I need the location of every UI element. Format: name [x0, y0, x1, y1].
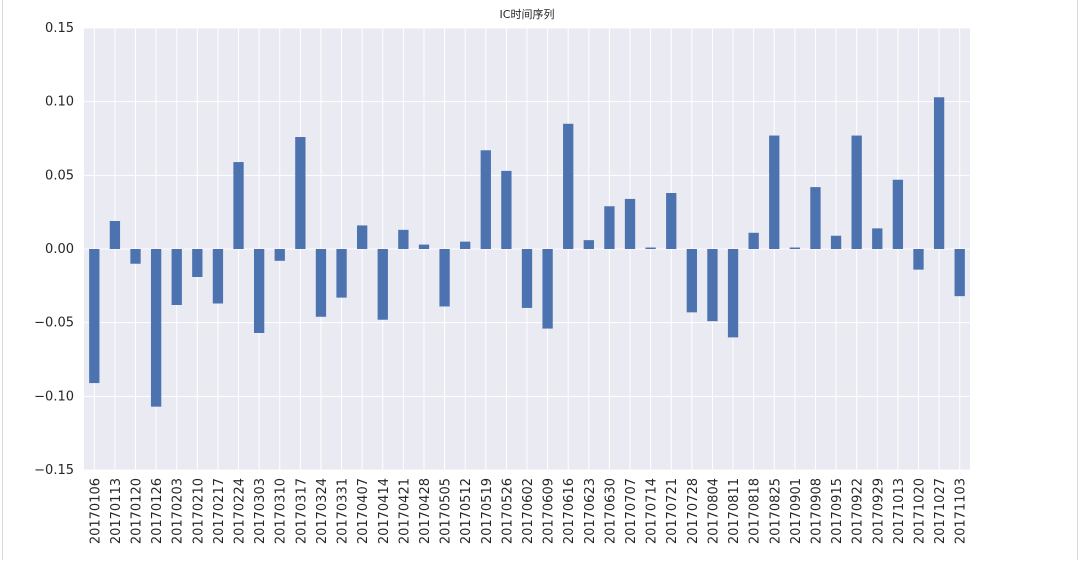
x-tick-label: 20170303 [253, 478, 268, 544]
bar-20170126 [150, 249, 162, 407]
bar-20170804 [707, 249, 718, 322]
x-tick-label: 20170630 [603, 478, 618, 544]
x-tick-label: 20170707 [624, 478, 639, 544]
x-tick-label: 20170818 [748, 478, 763, 544]
bar-20170210 [192, 249, 203, 277]
x-tick-label: 20170519 [480, 478, 495, 544]
x-tick-label: 20170203 [171, 478, 186, 544]
y-tick-label: 0.05 [45, 168, 74, 183]
bar-20170428 [418, 244, 430, 249]
x-tick-label: 20171013 [892, 478, 907, 544]
bar-20170414 [377, 249, 388, 320]
bar-20170714 [645, 247, 656, 249]
y-tick-label: −0.10 [34, 389, 74, 404]
bar-20170616 [563, 123, 574, 249]
x-tick-label: 20170811 [727, 478, 742, 544]
bar-20170922 [851, 135, 862, 249]
x-tick-label: 20170922 [851, 478, 866, 544]
bar-20170324 [315, 249, 327, 317]
bar-20170602 [521, 249, 533, 308]
x-tick-label: 20170407 [356, 478, 371, 544]
y-tick-label: −0.05 [34, 316, 74, 331]
bar-20170224 [233, 162, 244, 249]
x-tick-label: 20170825 [768, 478, 783, 544]
x-tick-label: 20170728 [686, 478, 701, 544]
x-tick-label: 20170721 [665, 478, 680, 544]
bar-20170915 [830, 235, 842, 249]
x-tick-label: 20170224 [233, 478, 248, 544]
bar-20170303 [253, 249, 265, 333]
bar-20170901 [789, 247, 801, 249]
bar-20170526 [501, 170, 512, 249]
x-tick-label: 20170602 [521, 478, 536, 544]
x-tick-label: 20171027 [933, 478, 948, 544]
x-tick-label: 20170421 [397, 478, 412, 544]
x-tick-label: 20170929 [871, 478, 886, 544]
bar-20170519 [480, 150, 491, 249]
bar-20170721 [666, 193, 677, 249]
x-tick-label: 20170106 [88, 478, 103, 544]
bar-20170203 [171, 249, 182, 305]
bars [89, 97, 965, 407]
bar-20171103 [954, 249, 965, 297]
bar-20170929 [872, 228, 883, 249]
bar-20170331 [336, 249, 347, 298]
x-tick-label: 20170804 [706, 478, 721, 544]
x-tick-label: 20170310 [274, 478, 289, 544]
bar-20170630 [604, 206, 615, 249]
bar-20170217 [212, 249, 224, 304]
x-tick-label: 20170217 [212, 478, 227, 544]
y-tick-label: 0.15 [45, 21, 74, 36]
x-tick-label: 20170915 [830, 478, 845, 544]
bar-20170317 [295, 137, 306, 249]
x-tick-label: 20170428 [418, 478, 433, 544]
bar-20170505 [439, 249, 450, 307]
x-tick-label: 20171103 [954, 478, 969, 544]
x-tick-label: 20170609 [542, 478, 557, 544]
bar-20170908 [810, 187, 821, 249]
x-tick-label: 20171020 [912, 478, 927, 544]
y-tick-label: 0.00 [45, 242, 74, 257]
bar-20170310 [274, 249, 285, 261]
x-tick-label: 20170210 [191, 478, 206, 544]
bar-20170106 [89, 249, 100, 384]
bar-20170707 [624, 198, 636, 249]
x-axis-ticks: 20170106 20170113 20170120 20170126 20170203… [88, 478, 968, 544]
x-tick-label: 20170616 [562, 478, 577, 544]
x-tick-label: 20170623 [583, 478, 598, 544]
x-tick-label: 20170901 [789, 478, 804, 544]
x-tick-label: 20170126 [150, 478, 165, 544]
bar-20170818 [748, 232, 759, 249]
bar-20170120 [130, 249, 141, 264]
bar-20170407 [357, 225, 368, 249]
x-tick-label: 20170526 [500, 478, 515, 544]
bar-20170421 [398, 229, 409, 249]
x-tick-label: 20170908 [809, 478, 824, 544]
bar-20170811 [727, 249, 739, 338]
bar-20170113 [109, 221, 121, 249]
x-tick-label: 20170714 [645, 478, 660, 544]
x-tick-label: 20170331 [336, 478, 351, 544]
bar-20171027 [933, 97, 945, 249]
bar-20170623 [583, 240, 594, 249]
x-tick-label: 20170512 [459, 478, 474, 544]
bar-20170728 [686, 249, 697, 313]
bar-20170825 [769, 135, 780, 249]
x-tick-label: 20170120 [130, 478, 145, 544]
y-axis-ticks: 0.15 0.10 0.05 0.00 −0.05 −0.10 −0.15 [34, 21, 74, 478]
bar-20170609 [542, 249, 553, 329]
y-tick-label: −0.15 [34, 463, 74, 478]
x-tick-label: 20170113 [109, 478, 124, 544]
x-tick-label: 20170324 [315, 478, 330, 544]
y-tick-label: 0.10 [45, 95, 74, 110]
bar-20171020 [913, 249, 924, 270]
bar-20171013 [892, 179, 904, 249]
bar-20170512 [460, 241, 471, 249]
chart-title: IC时间序列 [500, 7, 555, 21]
x-tick-label: 20170317 [294, 478, 309, 544]
x-tick-label: 20170414 [377, 478, 392, 544]
x-tick-label: 20170505 [439, 478, 454, 544]
